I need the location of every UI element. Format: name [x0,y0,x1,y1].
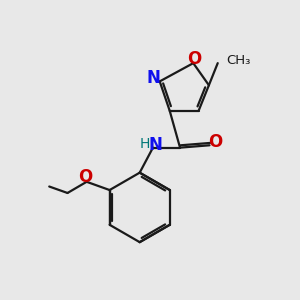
Text: O: O [208,133,223,151]
Text: O: O [78,167,93,185]
Text: CH₃: CH₃ [226,54,251,67]
Text: O: O [187,50,202,68]
Text: N: N [148,136,162,154]
Text: N: N [146,69,160,87]
Text: H: H [140,137,150,151]
